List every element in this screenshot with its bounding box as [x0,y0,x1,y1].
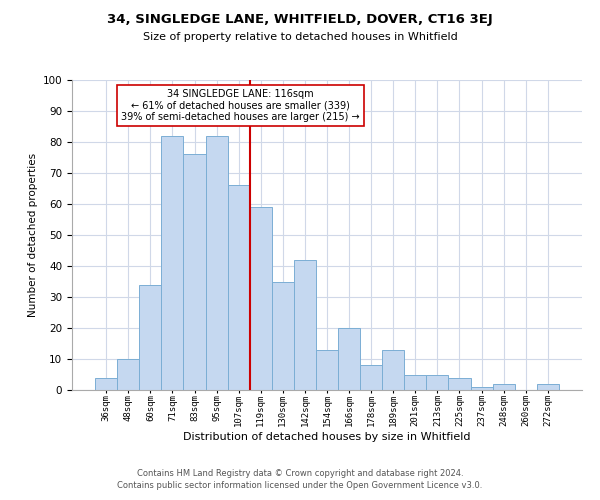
Bar [272,282,294,390]
Text: Size of property relative to detached houses in Whitfield: Size of property relative to detached ho… [143,32,457,42]
Bar [117,359,139,390]
Bar [382,350,404,390]
Text: 34, SINGLEDGE LANE, WHITFIELD, DOVER, CT16 3EJ: 34, SINGLEDGE LANE, WHITFIELD, DOVER, CT… [107,12,493,26]
Bar [316,350,338,390]
Bar [95,378,117,390]
Bar [360,365,382,390]
Bar [206,136,227,390]
Bar [338,328,360,390]
Y-axis label: Number of detached properties: Number of detached properties [28,153,38,317]
Bar [227,186,250,390]
Bar [404,374,427,390]
Bar [139,284,161,390]
Text: Contains HM Land Registry data © Crown copyright and database right 2024.
Contai: Contains HM Land Registry data © Crown c… [118,468,482,490]
Text: 34 SINGLEDGE LANE: 116sqm
← 61% of detached houses are smaller (339)
39% of semi: 34 SINGLEDGE LANE: 116sqm ← 61% of detac… [121,90,359,122]
Bar [294,260,316,390]
Bar [427,374,448,390]
Bar [161,136,184,390]
Bar [470,387,493,390]
Bar [448,378,470,390]
Bar [184,154,206,390]
X-axis label: Distribution of detached houses by size in Whitfield: Distribution of detached houses by size … [183,432,471,442]
Bar [537,384,559,390]
Bar [250,207,272,390]
Bar [493,384,515,390]
